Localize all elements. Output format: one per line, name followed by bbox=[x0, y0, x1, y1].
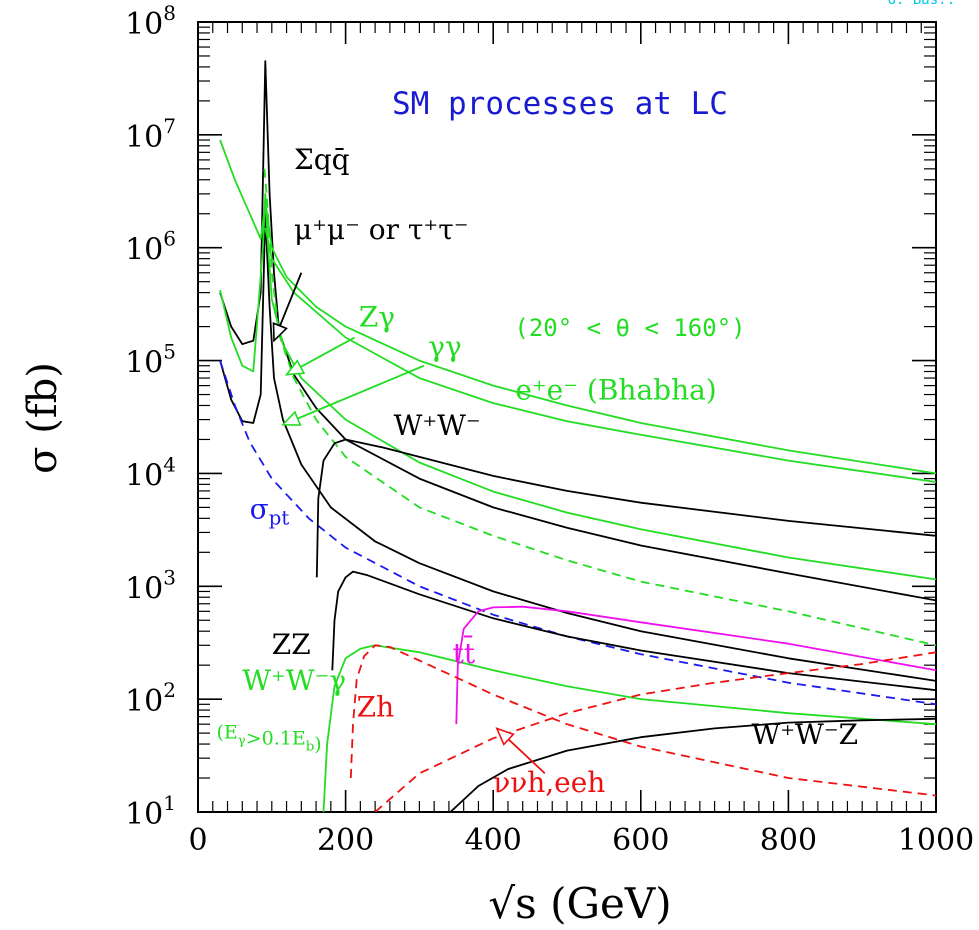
y-tick-label: 101 bbox=[125, 791, 176, 832]
curve-label: σpt bbox=[250, 492, 290, 529]
series-line bbox=[219, 139, 936, 475]
x-tick-label: 1000 bbox=[898, 823, 974, 858]
y-tick-label: 107 bbox=[125, 114, 176, 155]
y-tick-label: 102 bbox=[125, 678, 176, 719]
x-tick-label: 600 bbox=[612, 823, 669, 858]
series-line bbox=[449, 717, 936, 812]
curve-label: e⁺e⁻ (Bhabha) bbox=[515, 374, 716, 407]
x-tick-label: 400 bbox=[465, 823, 522, 858]
series-line bbox=[322, 644, 936, 812]
zgamma-pointer-arrow-head bbox=[284, 359, 306, 376]
series-line bbox=[219, 360, 936, 706]
y-tick-label: 106 bbox=[125, 227, 176, 268]
y-axis-label: σ (fb) bbox=[20, 362, 66, 474]
corner-label-fragment: U. Bas.. bbox=[887, 0, 955, 8]
y-tick-label: 104 bbox=[125, 452, 176, 493]
y-tick-label: 108 bbox=[125, 1, 176, 42]
curve-label: Σqq̄ bbox=[294, 143, 350, 176]
curve-label: tt̄ bbox=[453, 635, 476, 670]
curve-label: ννh,eeh bbox=[493, 766, 605, 799]
curve-label: W⁺W⁻γ bbox=[242, 664, 346, 697]
axis-ticks: 0 200 400 600 800 1000 101 102 103 104 105 106 107 10… bbox=[125, 1, 974, 858]
series-line bbox=[331, 570, 936, 692]
series-line bbox=[263, 168, 936, 647]
curve-label: W⁺W⁻Z bbox=[752, 718, 859, 751]
curve-label: γγ bbox=[428, 330, 461, 363]
series-line bbox=[219, 212, 936, 682]
curve-label: ZZ bbox=[272, 628, 311, 661]
x-tick-label: 200 bbox=[317, 823, 374, 858]
annotation-arrows bbox=[272, 272, 546, 775]
angle-cut-note: (20° < θ < 160°) bbox=[514, 314, 745, 342]
mumu-pointer-arrow-head bbox=[272, 322, 288, 343]
series-line bbox=[455, 605, 936, 725]
chart-title: SM processes at LC bbox=[392, 86, 728, 122]
series-line bbox=[219, 193, 936, 581]
nunuh-pointer-arrow-head bbox=[495, 727, 515, 746]
gammagamma-pointer-arrow bbox=[282, 364, 425, 426]
curve-label: μ⁺μ⁻ or τ⁺τ⁻ bbox=[294, 213, 469, 246]
x-tick-label: 0 bbox=[188, 823, 207, 858]
series-line bbox=[315, 438, 936, 578]
curve-label: Zh bbox=[357, 691, 395, 724]
series-line bbox=[219, 60, 936, 602]
series-line bbox=[374, 651, 936, 812]
series-layer bbox=[219, 60, 936, 812]
series-line bbox=[264, 227, 936, 483]
y-tick-label: 103 bbox=[125, 565, 176, 606]
curve-label: W⁺W⁻ bbox=[394, 409, 481, 442]
curve-label: Zγ bbox=[359, 301, 395, 334]
gammagamma-pointer-arrow-head bbox=[281, 410, 302, 426]
curve-label: (Eγ>0.1Eb) bbox=[216, 721, 321, 755]
x-axis-label: √s (GeV) bbox=[488, 879, 671, 928]
series-line bbox=[349, 644, 936, 797]
y-tick-label: 105 bbox=[125, 340, 176, 381]
x-tick-label: 800 bbox=[760, 823, 817, 858]
